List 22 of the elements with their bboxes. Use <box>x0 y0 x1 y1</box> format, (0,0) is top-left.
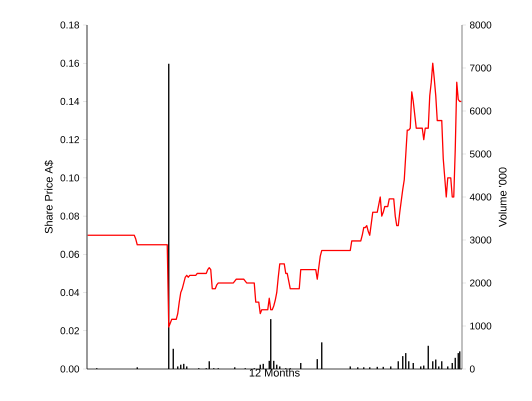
y-tick-label: 0.16 <box>60 60 80 67</box>
y2-tick-label: 5000 <box>470 150 492 158</box>
y2-axis-title: Volume '000 <box>498 167 507 227</box>
y-tick-label: 0.08 <box>60 212 80 220</box>
y-tick-label: 0.18 <box>60 21 80 29</box>
y2-tick-label: 6000 <box>470 107 492 115</box>
y2-tick-label: 1000 <box>470 322 492 330</box>
y2-tick-label: 3000 <box>470 236 492 244</box>
y2-tick-label: 0 <box>470 365 475 373</box>
y-axis-title: Share Price A$ <box>44 160 54 234</box>
y-tick-label: 0.04 <box>60 289 80 296</box>
y-tick-label: 0.02 <box>60 327 79 334</box>
y2-tick-label: 4000 <box>470 193 492 201</box>
y-tick-label: 0.12 <box>60 136 79 144</box>
y-tick-label: 0.10 <box>60 174 80 182</box>
y2-tick-label: 2000 <box>470 279 492 287</box>
y2-tick-label: 8000 <box>470 21 492 29</box>
y-tick-label: 0.00 <box>60 365 80 373</box>
y-tick-label: 0.14 <box>60 98 80 105</box>
x-axis-title: 12 Months <box>250 368 300 377</box>
y-tick-label: 0.06 <box>60 250 80 258</box>
y2-tick-label: 7000 <box>470 64 492 72</box>
